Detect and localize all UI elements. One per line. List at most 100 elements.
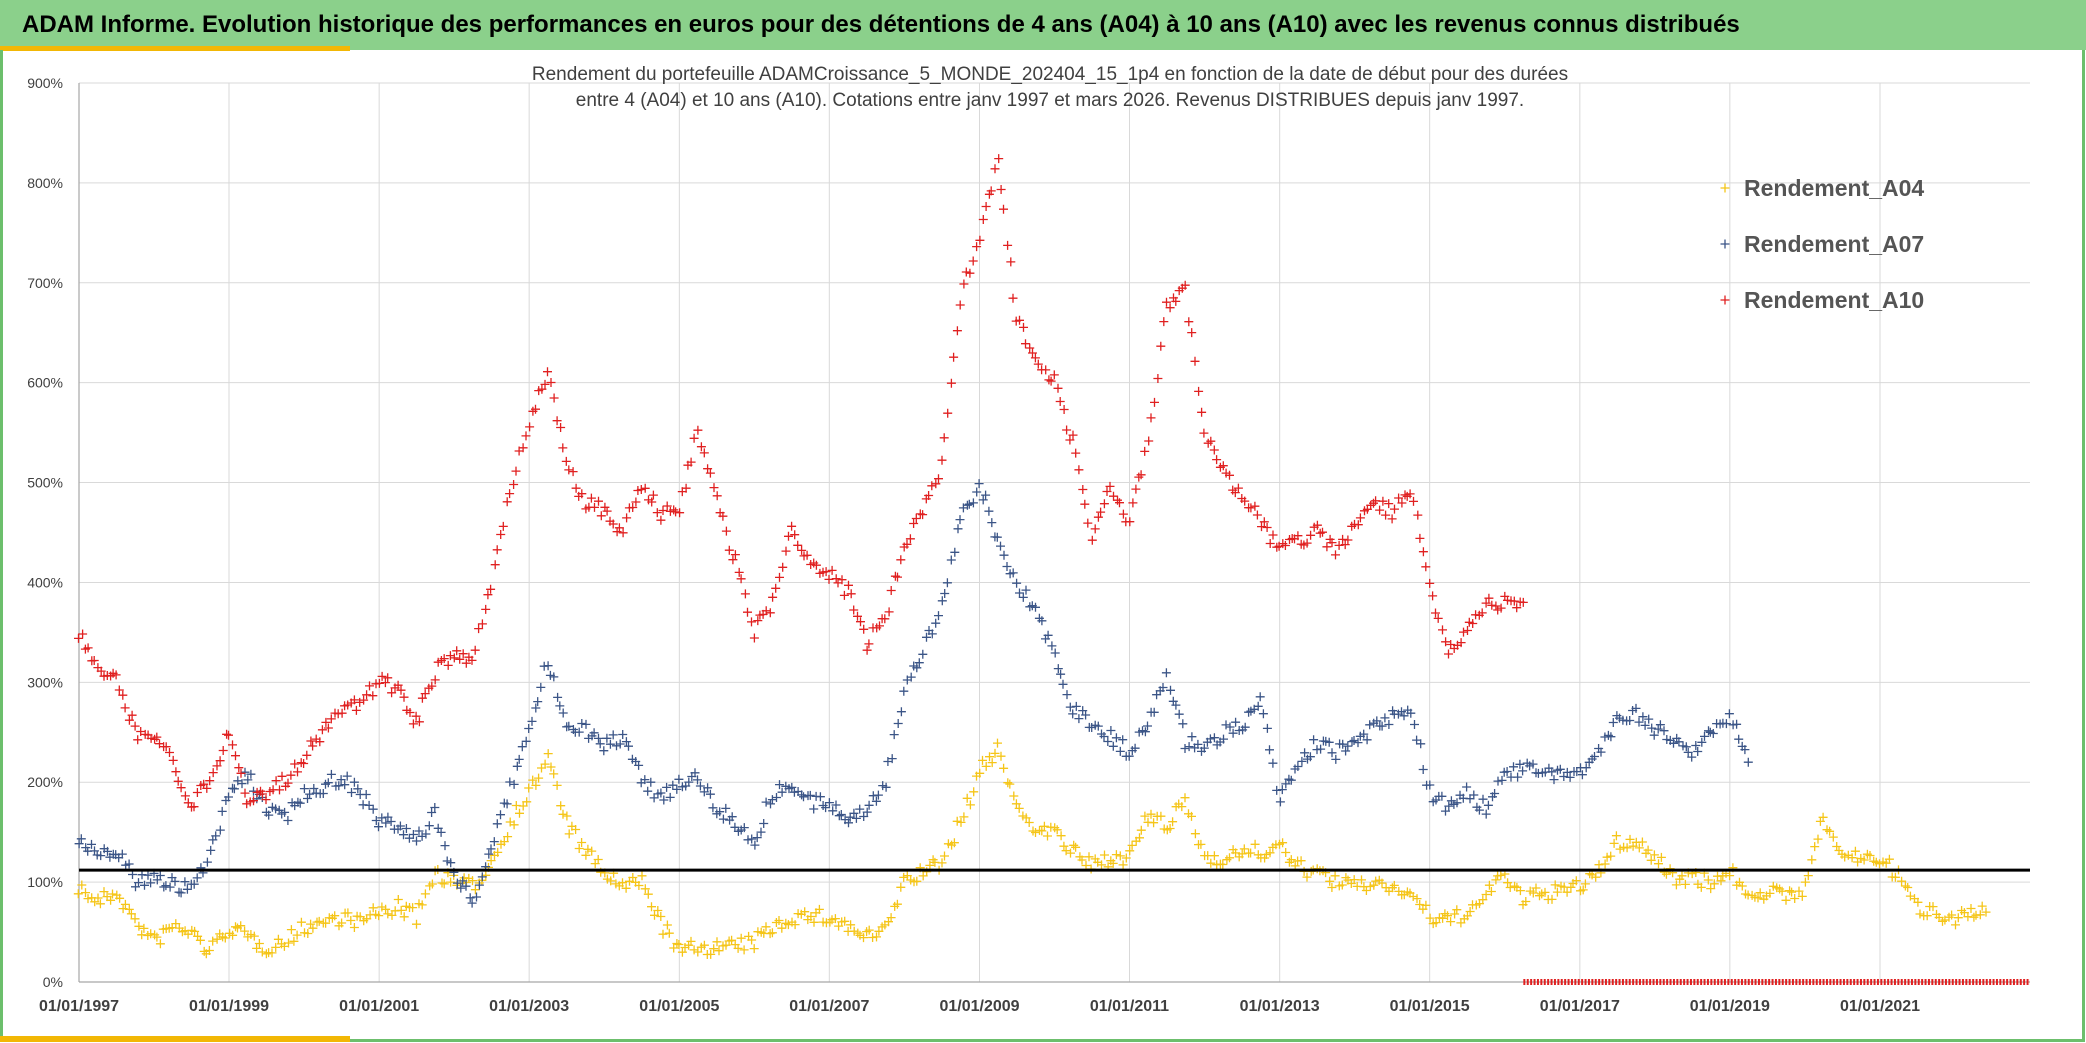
data-point	[686, 457, 696, 467]
data-point	[880, 614, 890, 624]
data-point	[1052, 825, 1062, 835]
data-point	[715, 807, 725, 817]
data-point	[261, 795, 271, 805]
data-point	[1105, 481, 1115, 491]
data-point	[337, 918, 347, 928]
data-point	[1341, 746, 1351, 756]
data-point	[1571, 876, 1581, 886]
data-point	[1640, 720, 1650, 730]
data-point	[650, 910, 659, 920]
data-point	[1044, 375, 1054, 385]
data-point	[643, 786, 653, 796]
data-point	[761, 606, 771, 616]
data-point	[753, 616, 763, 626]
data-point	[912, 663, 922, 673]
data-point	[1513, 772, 1523, 782]
data-point	[893, 572, 902, 582]
data-point	[686, 936, 696, 946]
data-point	[399, 912, 409, 922]
data-point	[481, 604, 491, 614]
data-point	[1361, 886, 1371, 895]
data-point	[1680, 879, 1690, 889]
data-point	[1491, 875, 1501, 885]
data-point	[330, 911, 340, 921]
data-point	[734, 567, 744, 577]
chart-subtitle: Rendement du portefeuille ADAMCroissance…	[250, 62, 1850, 114]
data-point	[1187, 811, 1196, 821]
data-point	[534, 773, 544, 783]
data-point	[1231, 717, 1241, 727]
data-point	[1463, 626, 1472, 635]
data-point	[521, 736, 531, 746]
data-point	[959, 279, 969, 289]
data-point	[1262, 523, 1272, 532]
x-tick-labels: 01/01/1997 01/01/1999 01/01/2001 01/01/2003…	[39, 998, 1920, 1015]
data-point	[228, 930, 238, 940]
data-point	[1131, 484, 1141, 494]
data-point	[1637, 837, 1647, 847]
data-point	[765, 608, 775, 618]
data-point	[140, 880, 149, 890]
data-point	[828, 806, 838, 816]
data-point	[690, 768, 700, 778]
data-point	[912, 876, 922, 886]
data-point	[1253, 701, 1263, 711]
data-point	[1144, 436, 1154, 446]
data-point	[1406, 708, 1416, 718]
data-point	[290, 759, 300, 769]
data-point	[1156, 341, 1166, 351]
data-point	[1981, 907, 1991, 917]
data-point	[150, 930, 160, 940]
data-point	[864, 800, 874, 810]
data-point	[1061, 846, 1071, 856]
data-point	[347, 788, 356, 797]
data-point	[549, 393, 559, 403]
data-point	[314, 916, 324, 926]
data-point	[437, 878, 447, 888]
data-point	[303, 929, 313, 938]
data-point	[931, 479, 941, 489]
data-point	[1043, 630, 1053, 640]
data-point	[992, 532, 1002, 542]
data-point	[743, 835, 753, 845]
data-point	[1716, 876, 1726, 886]
data-point	[456, 883, 466, 893]
data-point	[1807, 855, 1817, 865]
data-point	[189, 879, 199, 889]
data-point	[1890, 872, 1900, 882]
data-point	[777, 787, 787, 797]
data-point	[946, 378, 956, 388]
data-point	[787, 782, 797, 792]
data-point	[143, 870, 153, 880]
data-point	[161, 742, 171, 752]
page-banner: ADAM Informe. Evolution historique des p…	[0, 0, 2086, 50]
data-point	[909, 519, 919, 528]
data-point	[1647, 723, 1657, 733]
data-point	[714, 946, 724, 956]
data-point	[427, 879, 437, 889]
data-point	[830, 914, 840, 924]
data-point	[1578, 885, 1588, 895]
data-point	[206, 845, 216, 855]
data-point	[1259, 517, 1269, 527]
data-point	[1649, 730, 1659, 740]
data-point	[349, 923, 359, 932]
data-point	[1412, 735, 1422, 745]
data-point	[652, 508, 662, 518]
data-point	[273, 934, 283, 944]
data-point	[543, 661, 553, 671]
data-point	[1047, 641, 1057, 651]
data-point	[721, 526, 731, 536]
data-point	[706, 949, 716, 959]
data-point	[1177, 802, 1187, 812]
data-point	[1053, 664, 1063, 674]
data-point	[533, 697, 543, 707]
data-point	[962, 793, 972, 803]
data-point	[1966, 904, 1976, 913]
data-point	[1180, 280, 1190, 290]
data-point	[621, 883, 631, 893]
data-point	[562, 811, 572, 821]
data-point	[1206, 436, 1216, 446]
data-point	[965, 800, 975, 810]
data-point	[515, 808, 524, 818]
